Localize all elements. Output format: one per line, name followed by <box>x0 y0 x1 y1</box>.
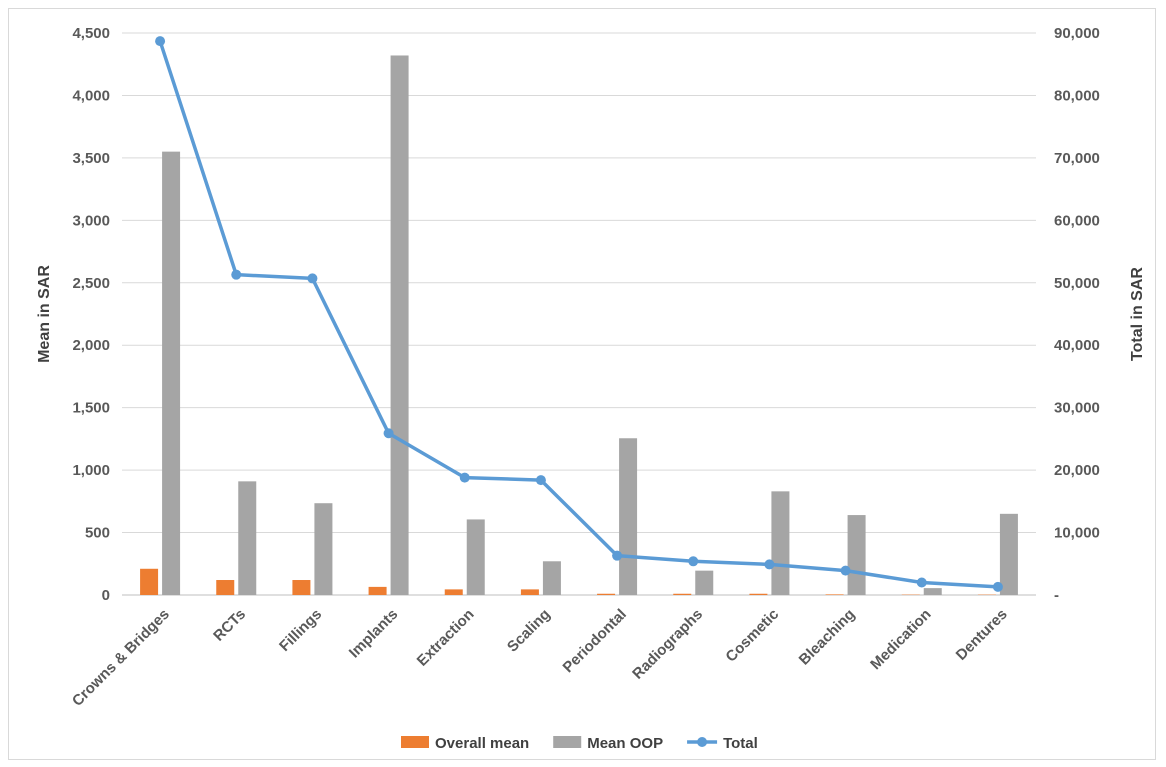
y2-tick-label: 60,000 <box>1054 212 1100 229</box>
x-tick-label: Radiographs <box>629 606 706 683</box>
bar-overall-mean <box>597 593 616 595</box>
x-tick-label: Extraction <box>414 606 478 670</box>
y-tick-label: 3,000 <box>72 212 110 229</box>
point-total <box>231 269 242 280</box>
y-tick-label: 2,000 <box>72 337 110 354</box>
bar-overall-mean <box>140 568 159 595</box>
bar-overall-mean <box>825 594 844 595</box>
bar-mean-oop <box>847 515 866 595</box>
y2-tick-label: 90,000 <box>1054 25 1100 42</box>
y-tick-label: 1,000 <box>72 462 110 479</box>
bar-mean-oop <box>238 481 257 595</box>
bar-mean-oop <box>999 513 1018 595</box>
y2-tick-label: - <box>1054 587 1059 604</box>
x-tick-label: Periodontal <box>560 606 630 676</box>
bar-mean-oop <box>162 151 181 595</box>
chart-frame: 0 - 500 10,000 1,000 20,000 1,500 30,000 2,000 40… <box>8 8 1156 760</box>
x-tick-label: Medication <box>867 606 934 673</box>
y2-tick-label: 10,000 <box>1054 525 1100 542</box>
y-tick-label: 500 <box>85 525 110 542</box>
line-total <box>158 40 999 589</box>
point-total <box>459 472 470 483</box>
legend-marker-total <box>697 737 708 747</box>
x-tick-label: Fillings <box>276 606 325 655</box>
bar-mean-oop <box>695 570 714 595</box>
y-tick-label: 3,500 <box>72 150 110 167</box>
y2-tick-label: 50,000 <box>1054 275 1100 292</box>
legend-label-mean-oop: Mean OOP <box>587 735 663 752</box>
y-tick-label: 4,500 <box>72 25 110 42</box>
y-tick-label: 2,500 <box>72 275 110 292</box>
y-tick-label: 4,000 <box>72 87 110 104</box>
bar-overall-mean <box>673 593 692 595</box>
legend-swatch-overall-mean <box>401 736 429 748</box>
legend-label-total: Total <box>723 735 758 752</box>
bar-overall-mean <box>368 586 387 595</box>
y2-axis-title: Total in SAR <box>1129 267 1146 361</box>
y-tick-label: 1,500 <box>72 400 110 417</box>
y2-tick-label: 70,000 <box>1054 150 1100 167</box>
x-tick-label: Crowns & Bridges <box>69 606 173 710</box>
point-total <box>840 565 851 576</box>
x-tick-label: Bleaching <box>796 606 859 669</box>
bar-overall-mean <box>292 580 311 595</box>
bar-overall-mean <box>749 593 768 595</box>
combo-chart: 0 - 500 10,000 1,000 20,000 1,500 30,000 2,000 40… <box>36 25 1146 752</box>
point-total <box>916 577 927 588</box>
y-tick-label: 0 <box>102 587 110 604</box>
point-total <box>535 475 546 486</box>
bar-mean-oop <box>542 561 561 595</box>
bar-mean-oop <box>466 519 485 595</box>
y2-tick-label: 80,000 <box>1054 87 1100 104</box>
point-total <box>307 273 318 284</box>
y2-tick-label: 20,000 <box>1054 462 1100 479</box>
x-tick-label: RCTs <box>210 606 249 645</box>
legend-swatch-mean-oop <box>553 736 582 748</box>
y2-tick-label: 30,000 <box>1054 400 1100 417</box>
point-total <box>612 550 623 561</box>
point-total <box>688 556 699 567</box>
legend-label-overall-mean: Overall mean <box>435 735 529 752</box>
point-total <box>155 36 166 47</box>
x-tick-label: Cosmetic <box>722 606 782 666</box>
bar-mean-oop <box>923 588 942 595</box>
x-tick-label: Scaling <box>504 606 554 656</box>
bar-overall-mean <box>444 589 463 595</box>
point-total <box>383 428 394 439</box>
bar-overall-mean <box>216 580 235 595</box>
point-total <box>764 559 775 570</box>
x-tick-label: Implants <box>346 606 402 662</box>
x-tick-label: Dentures <box>953 606 1011 664</box>
y-axis-title: Mean in SAR <box>36 265 53 363</box>
bar-mean-oop <box>619 438 638 595</box>
bar-mean-oop <box>771 491 790 595</box>
bar-mean-oop <box>314 503 333 595</box>
bar-mean-oop <box>390 55 409 596</box>
bar-overall-mean <box>520 589 539 595</box>
point-total <box>992 581 1003 592</box>
y2-tick-label: 40,000 <box>1054 337 1100 354</box>
